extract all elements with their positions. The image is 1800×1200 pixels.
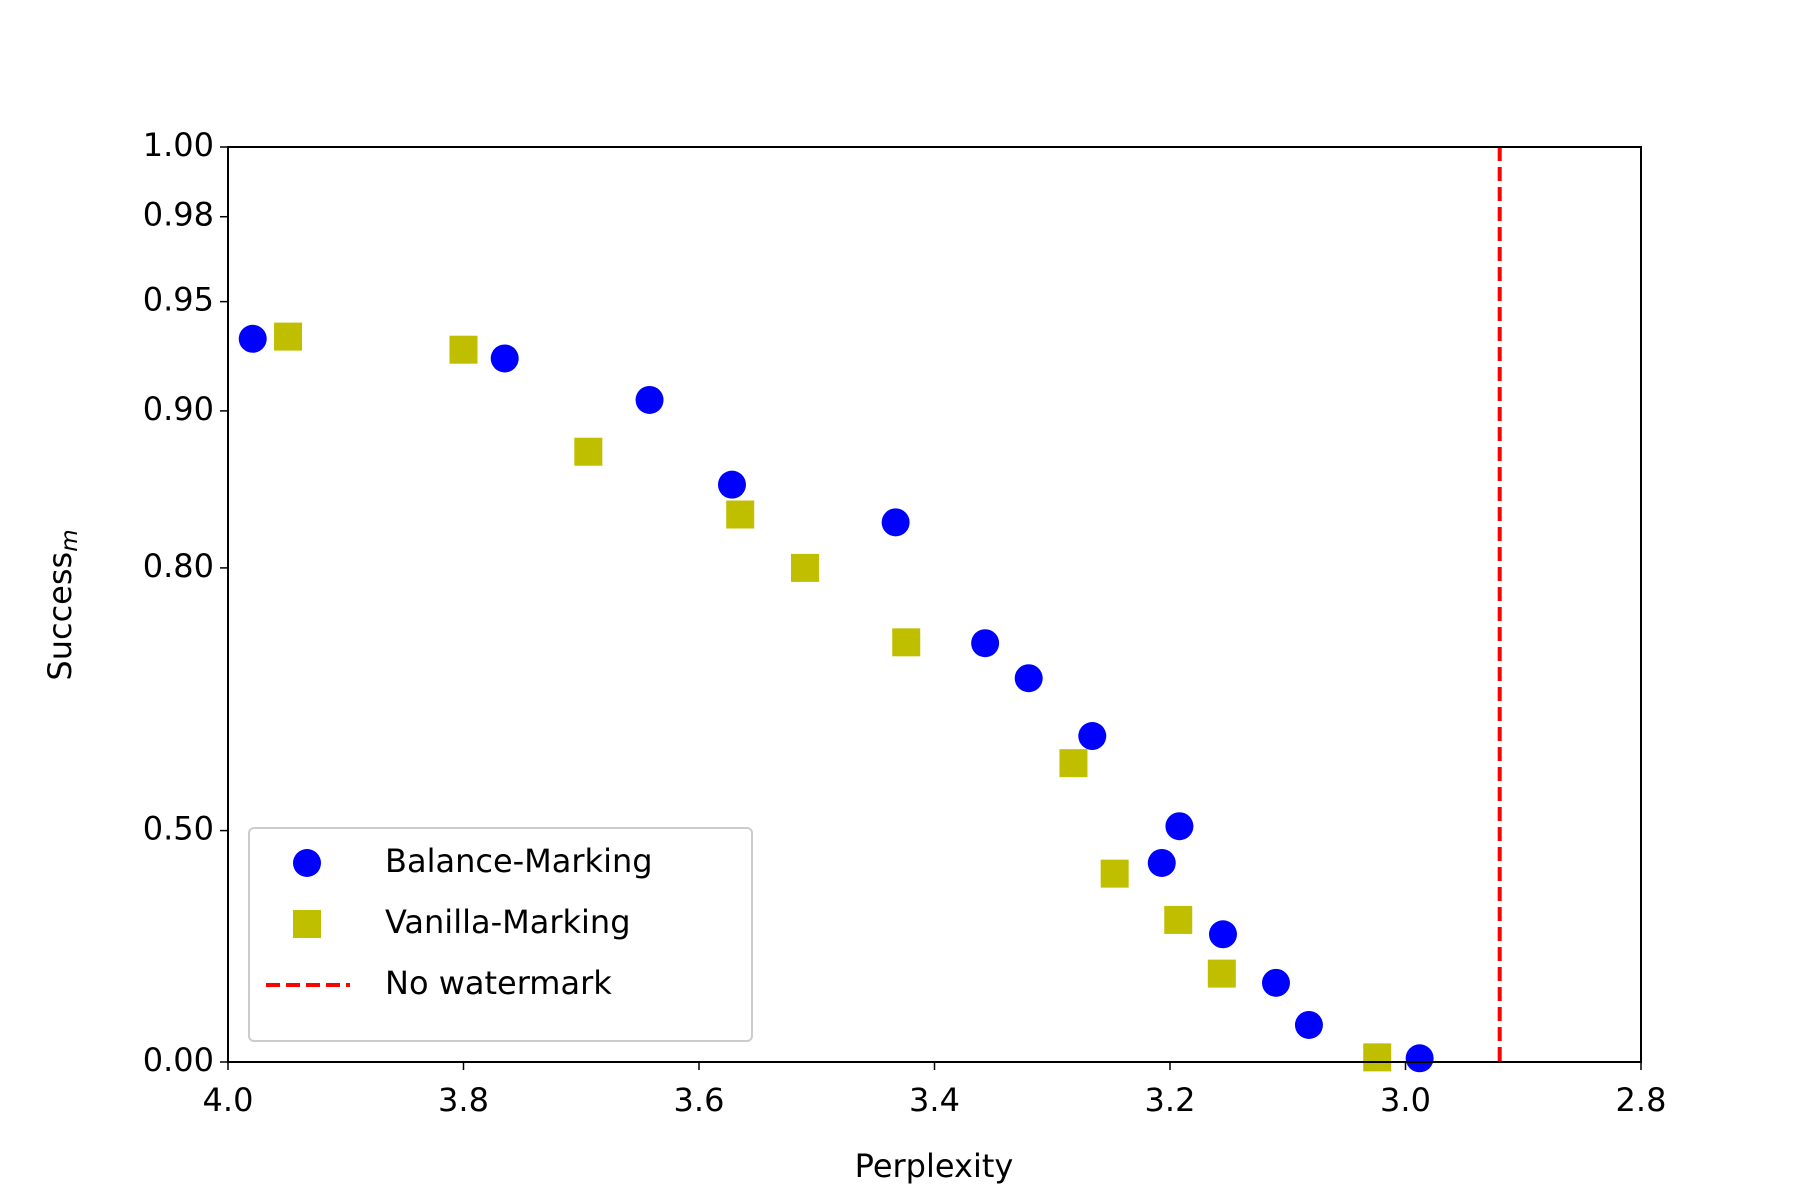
data-point [449,335,478,364]
data-point [1207,959,1236,988]
x-tick-label: 3.2 [1145,1081,1196,1119]
y-tick-label: 0.00 [143,1041,214,1079]
data-point [1014,664,1043,693]
legend-marker [293,849,321,877]
legend-label: Balance-Marking [385,842,653,880]
data-point [1294,1010,1323,1039]
x-tick-label: 3.4 [909,1081,960,1119]
data-point [1164,905,1193,934]
x-axis-label: Perplexity [855,1147,1014,1185]
x-tick-label: 4.0 [203,1081,254,1119]
data-point [1165,812,1194,841]
x-tick-label: 2.8 [1616,1081,1667,1119]
data-point [1059,749,1088,778]
data-point [892,628,921,657]
plot-frame [227,146,1642,1063]
data-point [1100,859,1129,888]
data-point [726,500,755,529]
legend-label: No watermark [385,964,612,1002]
y-tick-label: 0.98 [143,196,214,234]
y-tick-label: 1.00 [143,126,214,164]
data-point [1363,1043,1392,1072]
data-point [1405,1044,1434,1073]
legend-label: Vanilla-Marking [385,903,631,941]
data-point [1147,848,1176,877]
x-tick-label: 3.6 [674,1081,725,1119]
data-point [1208,920,1237,949]
y-label-subscript: m [57,529,83,551]
y-label-main: Success [41,552,79,681]
y-tick-label: 0.80 [143,547,214,585]
data-point [274,322,303,351]
data-point [490,344,519,373]
data-point [717,470,746,499]
data-point [1261,968,1290,997]
y-tick-label: 0.90 [143,390,214,428]
y-tick-label: 0.50 [143,810,214,848]
legend-marker [293,910,321,938]
data-point [1078,722,1107,751]
legend-box [248,827,753,1042]
x-tick-label: 3.8 [438,1081,489,1119]
y-axis-label: Successm [41,529,83,680]
data-point [238,324,267,353]
data-point [881,508,910,537]
data-point [790,553,819,582]
data-point [635,385,664,414]
y-tick-label: 0.95 [143,281,214,319]
data-point [574,437,603,466]
data-point [971,629,1000,658]
legend: Balance-Marking Vanilla-Marking No waterma… [248,827,753,1042]
x-tick-label: 3.0 [1380,1081,1431,1119]
